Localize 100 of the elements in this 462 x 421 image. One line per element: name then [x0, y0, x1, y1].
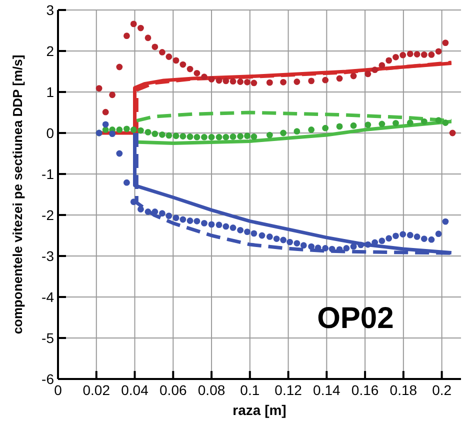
- point: [230, 133, 236, 140]
- point: [102, 126, 109, 133]
- point: [392, 120, 399, 126]
- point: [222, 78, 230, 84]
- point: [172, 214, 180, 222]
- point: [406, 232, 414, 238]
- point: [96, 85, 102, 92]
- point: [364, 70, 372, 78]
- point: [222, 223, 230, 230]
- point: [378, 120, 386, 128]
- point: [230, 224, 236, 231]
- y-tick-label: 3: [46, 2, 54, 18]
- point: [350, 243, 357, 250]
- point: [266, 132, 273, 138]
- point: [358, 242, 364, 248]
- point: [435, 230, 442, 238]
- x-axis-title: raza [m]: [232, 402, 286, 418]
- point: [244, 228, 250, 236]
- point: [166, 132, 172, 139]
- point: [138, 127, 144, 134]
- point: [124, 179, 130, 186]
- point: [308, 243, 315, 250]
- point: [172, 132, 180, 140]
- y-tick-label: 1: [46, 84, 54, 100]
- point: [280, 236, 286, 244]
- point: [428, 51, 435, 58]
- y-tick-label: 0: [46, 124, 54, 141]
- point: [159, 131, 166, 138]
- y-tick-label: -6: [42, 370, 54, 387]
- point: [420, 236, 428, 242]
- point: [201, 220, 208, 226]
- point: [442, 120, 449, 126]
- point: [230, 78, 236, 85]
- point: [328, 246, 336, 252]
- point: [180, 216, 186, 223]
- point: [336, 75, 343, 82]
- annotation: OP02: [317, 302, 394, 335]
- point: [124, 126, 130, 132]
- point: [294, 78, 300, 85]
- point: [172, 57, 180, 64]
- point: [406, 120, 414, 126]
- point: [116, 150, 123, 157]
- point: [250, 230, 258, 237]
- point: [350, 72, 357, 80]
- point: [124, 32, 130, 40]
- point: [130, 20, 137, 28]
- point: [442, 40, 449, 46]
- point: [300, 242, 307, 249]
- point: [414, 234, 420, 240]
- point: [138, 24, 144, 32]
- point: [273, 236, 280, 242]
- point: [244, 78, 250, 86]
- point: [102, 108, 109, 116]
- point: [435, 117, 442, 124]
- point: [372, 66, 378, 74]
- point: [350, 122, 357, 129]
- point: [449, 130, 456, 136]
- point: [392, 232, 399, 240]
- x-tick-label: 0.14: [313, 382, 341, 398]
- point: [294, 128, 300, 135]
- x-tick-label: 0.16: [351, 382, 379, 398]
- point: [152, 44, 158, 50]
- point: [152, 130, 158, 138]
- point: [194, 70, 200, 76]
- point: [364, 122, 372, 128]
- point: [322, 245, 329, 252]
- point: [294, 240, 300, 246]
- point: [186, 66, 194, 72]
- point: [222, 134, 230, 140]
- y-tick-label: 2: [46, 42, 54, 59]
- point: [186, 133, 194, 140]
- point: [386, 57, 392, 64]
- point: [237, 133, 244, 140]
- point: [144, 208, 152, 215]
- point: [343, 245, 350, 252]
- x-tick-label: 0.04: [121, 382, 149, 398]
- y-tick-label: -4: [42, 288, 54, 305]
- point: [166, 212, 172, 220]
- point: [237, 226, 244, 234]
- point: [378, 238, 386, 244]
- point: [208, 76, 215, 82]
- point: [102, 121, 109, 128]
- point: [336, 123, 343, 130]
- point: [266, 79, 273, 86]
- x-tick-label: 0.06: [160, 382, 187, 398]
- point: [322, 124, 329, 132]
- x-tick-label: 0.02: [82, 382, 110, 398]
- point: [186, 218, 194, 224]
- point: [322, 76, 329, 84]
- point: [392, 54, 399, 60]
- point: [406, 50, 414, 58]
- y-tick-label: -3: [42, 248, 54, 264]
- point: [116, 64, 123, 70]
- point: [166, 54, 172, 60]
- point: [250, 133, 258, 140]
- point: [144, 128, 152, 136]
- point: [109, 92, 116, 98]
- point: [208, 221, 215, 228]
- point: [216, 134, 222, 140]
- point: [194, 134, 200, 140]
